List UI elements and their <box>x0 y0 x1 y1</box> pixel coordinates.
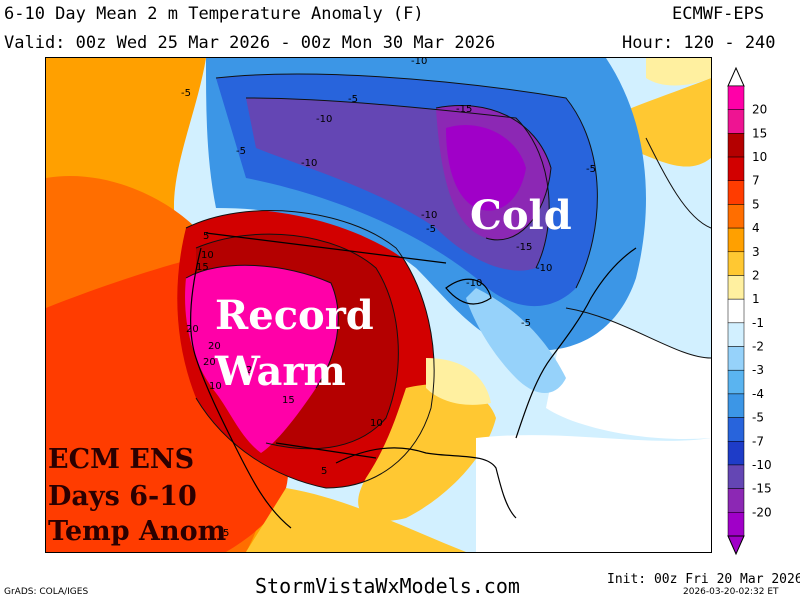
colorbar-swatch <box>727 464 745 489</box>
contour-label: -10 <box>316 114 332 125</box>
contour-label: 5 <box>203 231 209 242</box>
cold-label: Cold <box>470 192 572 239</box>
colorbar-tick-label: 5 <box>752 197 760 211</box>
colorbar-tick-label: -3 <box>752 363 764 377</box>
record-warm-region <box>185 265 339 453</box>
contour-label: 15 <box>282 395 295 406</box>
colorbar-swatch <box>727 346 745 371</box>
warm-label: Warm <box>215 348 346 395</box>
colorbar-swatch <box>727 227 745 253</box>
colorbar-swatch <box>727 441 745 466</box>
contour-label: -10 <box>301 158 317 169</box>
colorbar-tick-label: -15 <box>752 482 772 496</box>
colorbar-swatch <box>727 133 745 158</box>
colorbar-swatch <box>727 109 745 134</box>
colorbar-swatch <box>727 488 745 513</box>
colorbar-tick-label: 2 <box>752 268 760 282</box>
colorbar-tick-label: 10 <box>752 150 767 164</box>
forecast-hour: Hour: 120 - 240 <box>622 33 776 53</box>
contour-label: -15 <box>516 242 532 253</box>
east-coastline <box>515 247 637 439</box>
colorbar-swatch <box>727 156 745 181</box>
colorbar-swatch <box>727 251 745 276</box>
colorbar-tick-label: -2 <box>752 340 764 354</box>
record-label: Record <box>215 292 374 339</box>
contour-label: -10 <box>536 263 552 274</box>
contour-label: 20 <box>186 324 199 335</box>
colorbar-swatch <box>727 417 745 442</box>
colorbar-tick-label: -5 <box>752 411 764 425</box>
colorbar-legend: 20 15 10 7 5 4 3 2 1 -1 -2 -3 -4 -5 -7 -10 -15 -20 <box>722 66 800 566</box>
contour-label: 20 <box>203 357 216 368</box>
contour-label: -5 <box>348 94 358 105</box>
website-label: StormVistaWxModels.com <box>255 574 520 598</box>
contour-label: -15 <box>456 104 472 115</box>
contour-label: -10 <box>411 58 427 67</box>
model-name: ECMWF-EPS <box>672 4 765 24</box>
colorbar-swatch <box>727 322 745 347</box>
colorbar-swatch <box>727 85 745 110</box>
contour-label: -10 <box>466 278 482 289</box>
temperature-anomaly-map: -10 -5 -10 -5 -10 -5 -15 -5 -10 -5 -10 -… <box>45 57 712 553</box>
contour-label: 5 <box>321 466 327 477</box>
colorbar-tick-label: -10 <box>752 458 772 472</box>
colorbar-tick-label: -1 <box>752 316 764 330</box>
colorbar-tick-label: 4 <box>752 221 760 235</box>
contour-label: 2 <box>246 365 252 376</box>
contour-label: -5 <box>181 88 191 99</box>
contour-label: -5 <box>236 146 246 157</box>
contour-label: 15 <box>196 262 209 273</box>
colorbar-top-arrow <box>727 66 745 87</box>
canada-border <box>205 232 447 264</box>
contour-label: 10 <box>370 418 383 429</box>
contour-label: -10 <box>421 210 437 221</box>
caption-line-1: ECM ENS <box>48 444 195 475</box>
colorbar-bottom-arrow <box>727 535 745 556</box>
mexico-border <box>275 442 377 459</box>
colorbar-swatch <box>727 512 745 537</box>
contour-label: -5 <box>426 224 436 235</box>
colorbar-tick-label: 7 <box>752 174 760 188</box>
colorbar-tick-label: -4 <box>752 387 764 401</box>
colorbar-swatch <box>727 369 745 395</box>
colorbar-swatch <box>727 393 745 418</box>
colorbar-swatch <box>727 275 745 300</box>
colorbar-swatch <box>727 204 745 229</box>
colorbar-tick-label: -7 <box>752 434 764 448</box>
colorbar-tick-label: 3 <box>752 245 760 259</box>
init-time: Init: 00z Fri 20 Mar 2026 <box>607 572 800 587</box>
contour-label: -5 <box>586 164 596 175</box>
colorbar-swatch <box>727 298 745 324</box>
caption-line-2: Days 6-10 <box>48 481 197 512</box>
west-coastline <box>189 247 292 529</box>
contour-label: -5 <box>521 318 531 329</box>
colorbar-tick-label: 15 <box>752 126 767 140</box>
valid-time: Valid: 00z Wed 25 Mar 2026 - 00z Mon 30 … <box>4 33 496 53</box>
colorbar-swatch <box>727 180 745 205</box>
contour-label: 5 <box>223 528 229 539</box>
colorbar-tick-label: 20 <box>752 103 767 117</box>
gulf-coastline <box>335 447 517 519</box>
colorbar-tick-label: -20 <box>752 505 772 519</box>
contour-label: 10 <box>201 250 214 261</box>
map-title: 6-10 Day Mean 2 m Temperature Anomaly (F… <box>4 4 424 24</box>
caption-line-3: Temp Anom <box>48 516 227 547</box>
generated-timestamp: 2026-03-20-02:32 ET <box>683 587 779 597</box>
contour-label: 20 <box>208 341 221 352</box>
contour-label: 10 <box>209 381 222 392</box>
grads-credit: GrADS: COLA/IGES <box>4 587 89 597</box>
colorbar-tick-label: 1 <box>752 292 760 306</box>
great-lakes <box>445 278 492 305</box>
